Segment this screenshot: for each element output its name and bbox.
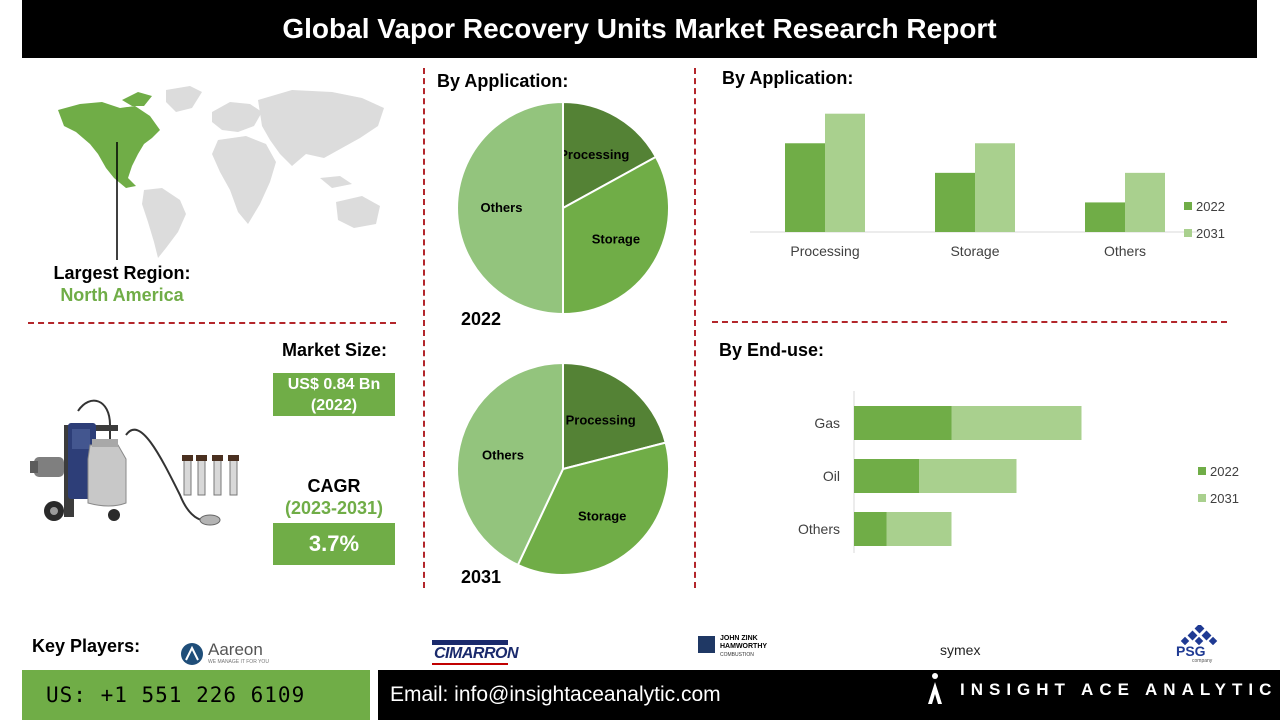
pie-section-title: By Application: — [437, 71, 569, 91]
john-zink-logo: JOHN ZINK HAMWORTHY COMBUSTION — [698, 635, 788, 661]
column-bar-storage-2031 — [975, 143, 1015, 232]
symex-logo: symex — [940, 642, 1010, 664]
market-size-value: US$ 0.84 Bn — [287, 375, 381, 393]
pie-slice-others-2022 — [456, 100, 564, 316]
pie-chart-2031: Processing Storage Others — [456, 361, 670, 576]
psg-logo-tagline: company — [1192, 658, 1213, 664]
report-title: Global Vapor Recovery Units Market Resea… — [22, 0, 1257, 58]
pie-label-storage-2022: Storage — [592, 231, 640, 246]
pie-slice-processing-2031 — [562, 361, 667, 471]
bar-segment-oil-2031 — [919, 459, 1017, 493]
column-category-label-storage: Storage — [950, 243, 999, 259]
john-zink-logo-line1: JOHN ZINK — [720, 635, 758, 642]
market-size-label: Market Size: — [282, 340, 388, 360]
bar-legend-label-2031: 2031 — [1210, 491, 1239, 506]
divider-left-horizontal — [28, 322, 396, 324]
pie-label-processing-2022: Processing — [559, 147, 629, 162]
key-players-label: Key Players: — [32, 636, 141, 656]
cagr-value: 3.7% — [273, 523, 395, 565]
cimarron-logo-underline — [432, 663, 508, 665]
pie-label-processing-2031: Processing — [566, 412, 636, 427]
divider-right — [694, 68, 696, 588]
aareon-logo-tagline: WE MANAGE IT FOR YOU — [208, 659, 269, 665]
pie-2022-year-label: 2022 — [461, 309, 502, 329]
divider-right-horizontal — [712, 321, 1227, 323]
column-bar-processing-2022 — [785, 143, 825, 232]
column-chart-application: Processing Storage Others 2022 2031 — [750, 113, 1225, 259]
pie-2031-year-label: 2031 — [461, 567, 502, 587]
john-zink-logo-line3: COMBUSTION — [720, 652, 754, 658]
aareon-mark-icon — [181, 643, 203, 665]
market-size-box: US$ 0.84 Bn (2022) — [273, 373, 395, 416]
cagr-label: CAGR — [307, 476, 361, 496]
cimarron-logo: CIMARRON — [432, 640, 519, 666]
column-bar-storage-2022 — [935, 172, 975, 232]
market-size-year: (2022) — [310, 396, 358, 414]
bar-legend-swatch-2022 — [1198, 467, 1206, 475]
symex-logo-name: symex — [940, 642, 981, 658]
bar-category-label-others: Others — [798, 521, 840, 537]
john-zink-mark-icon — [698, 636, 715, 653]
bar-segment-gas-2031 — [951, 406, 1082, 440]
bar-segment-gas-2022 — [854, 406, 952, 440]
footer-brand: INSIGHT ACE ANALYTIC — [960, 680, 1278, 699]
divider-left — [423, 68, 425, 588]
column-legend-label-2022: 2022 — [1196, 199, 1225, 214]
largest-region-label: Largest Region: — [53, 263, 191, 283]
vapor-recovery-unit-icon — [30, 399, 239, 526]
psg-logo: PSG company — [1172, 625, 1228, 665]
pie-slice-storage-2022 — [562, 155, 670, 316]
footer-email: Email: info@insightaceanalytic.com — [378, 670, 1280, 720]
footer-phone: US: +1 551 226 6109 — [22, 670, 370, 720]
column-legend-swatch-2022 — [1184, 202, 1192, 210]
column-bar-others-2022 — [1085, 202, 1125, 232]
aareon-logo: Aareon WE MANAGE IT FOR YOU — [180, 640, 275, 666]
pie-slice-processing-2022 — [562, 100, 658, 210]
bar-segment-others-2022 — [854, 512, 887, 546]
column-legend-label-2031: 2031 — [1196, 226, 1225, 241]
pie-label-others-2022: Others — [481, 200, 523, 215]
world-map-icon — [58, 86, 384, 260]
bar-segment-oil-2022 — [854, 459, 919, 493]
bar-legend-swatch-2031 — [1198, 494, 1206, 502]
bar-category-label-oil: Oil — [823, 468, 840, 484]
john-zink-logo-line2: HAMWORTHY — [720, 643, 768, 650]
cimarron-logo-stripe — [432, 640, 508, 645]
column-legend-swatch-2031 — [1184, 229, 1192, 237]
column-chart-title: By Application: — [722, 68, 854, 88]
bar-chart-end-use: Gas Oil Others 2022 2031 — [798, 391, 1239, 553]
column-bar-others-2031 — [1125, 172, 1165, 232]
pie-label-storage-2031: Storage — [578, 508, 626, 523]
column-category-label-others: Others — [1104, 243, 1146, 259]
largest-region-value: North America — [60, 285, 184, 305]
bar-chart-title: By End-use: — [719, 340, 825, 360]
bar-segment-others-2031 — [886, 512, 952, 546]
pie-slice-storage-2031 — [516, 441, 670, 576]
bar-category-label-gas: Gas — [814, 415, 840, 431]
psg-mark-icon — [1180, 625, 1218, 645]
column-category-label-processing: Processing — [790, 243, 859, 259]
pie-label-others-2031: Others — [482, 448, 524, 463]
insight-ace-logo-icon — [928, 673, 942, 704]
aareon-logo-name: Aareon — [208, 640, 263, 659]
column-bar-processing-2031 — [825, 113, 865, 232]
psg-logo-name: PSG — [1176, 643, 1206, 659]
pie-slice-others-2031 — [456, 361, 564, 567]
pie-chart-2022: Processing Storage Others — [456, 100, 670, 316]
cagr-period: (2023-2031) — [284, 498, 384, 518]
cimarron-logo-name: CIMARRON — [434, 645, 519, 662]
bar-legend-label-2022: 2022 — [1210, 464, 1239, 479]
